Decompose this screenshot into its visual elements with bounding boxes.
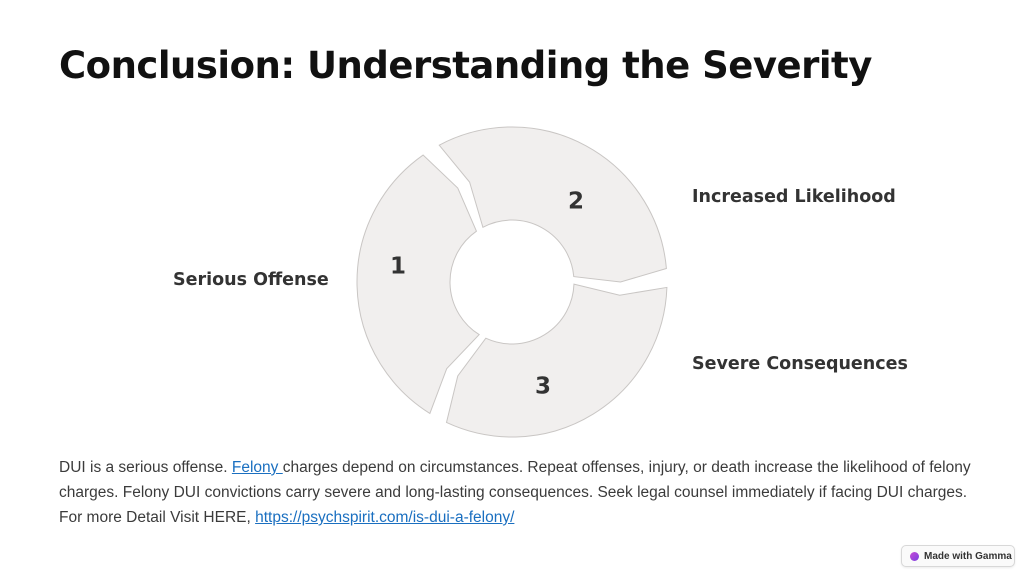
felony-link[interactable]: Felony	[231, 459, 283, 476]
cycle-segment-3	[445, 283, 668, 438]
cycle-segment-1	[356, 154, 480, 415]
cycle-diagram: 1 2 3	[356, 126, 668, 438]
segment-number-2: 2	[568, 189, 584, 215]
source-url-link[interactable]: https://psychspirit.com/is-dui-a-felony/	[255, 509, 515, 526]
label-serious-offense: Serious Offense	[173, 270, 329, 290]
body-text-start: DUI is a serious offense.	[59, 459, 232, 476]
badge-label: Made with Gamma	[924, 550, 1012, 562]
more-detail-text: For more Detail Visit HERE,	[59, 509, 256, 526]
conclusion-paragraph: DUI is a serious offense. Felony charges…	[59, 455, 979, 530]
label-increased-likelihood: Increased Likelihood	[692, 187, 896, 207]
made-with-gamma-badge[interactable]: Made with Gamma	[901, 545, 1015, 567]
segment-number-1: 1	[390, 254, 406, 280]
body-text-main: charges depend on circumstances. Repeat …	[59, 459, 971, 501]
slide-title: Conclusion: Understanding the Severity	[59, 44, 872, 87]
segment-number-3: 3	[535, 374, 551, 400]
label-severe-consequences: Severe Consequences	[692, 354, 908, 374]
gamma-logo-icon	[910, 551, 919, 561]
cycle-segment-2	[438, 126, 667, 283]
